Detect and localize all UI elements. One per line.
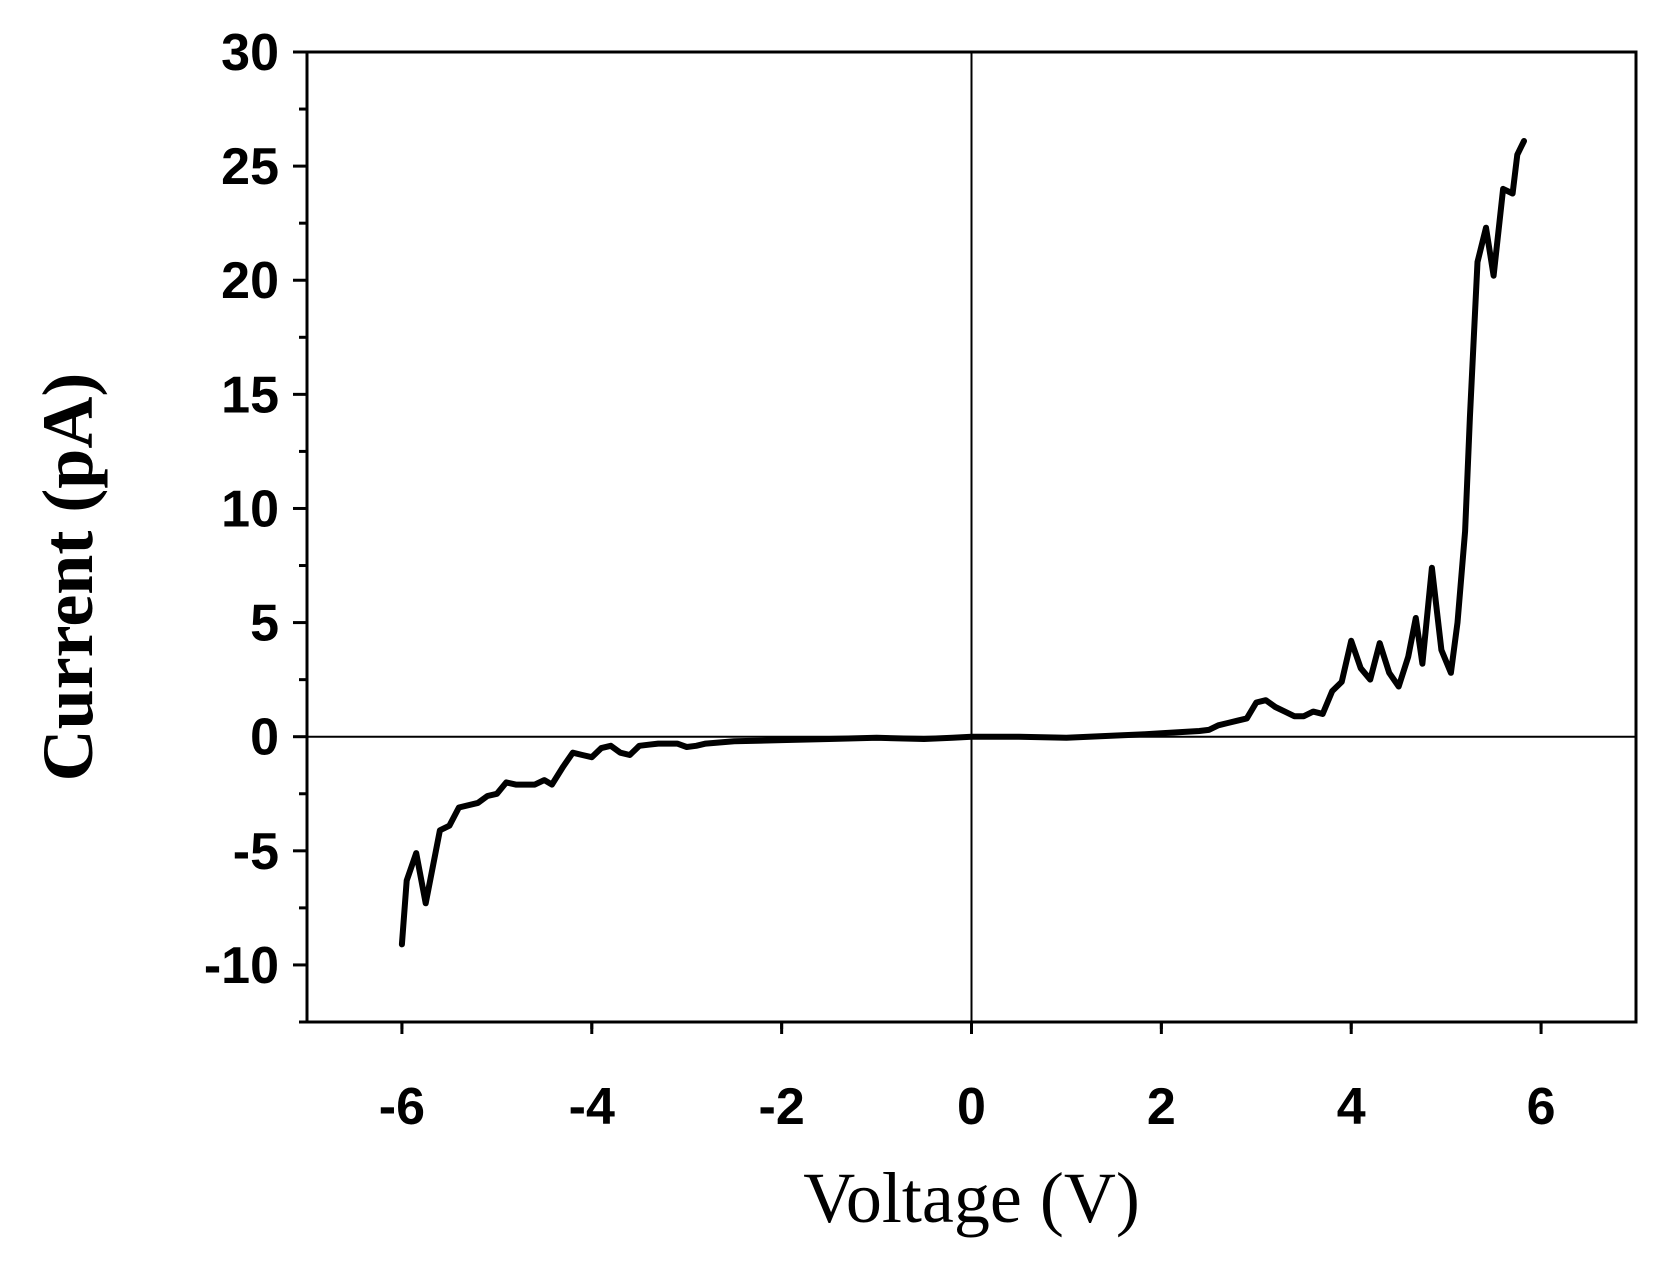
plot-area: -6 -4 -2 0 2 4 6 -10 -5 0 5 10 15 20 25 30 — [204, 24, 1638, 1136]
x-axis-title: Voltage (V) — [803, 1158, 1140, 1238]
series-line — [398, 138, 1527, 948]
x-tick-label: -6 — [379, 1078, 425, 1136]
y-tick-label: 30 — [221, 24, 279, 82]
y-tick-label: 0 — [250, 709, 279, 767]
y-tick-label: 20 — [221, 252, 279, 310]
y-tick-label: 15 — [221, 366, 279, 424]
x-tick-label: 4 — [1337, 1078, 1366, 1136]
x-tick-label: 0 — [957, 1078, 986, 1136]
y-tick-label: -5 — [233, 823, 279, 881]
y-axis-title: Current (pA) — [28, 373, 108, 782]
x-tick-label: -2 — [759, 1078, 805, 1136]
x-tick-label: 6 — [1527, 1078, 1556, 1136]
y-tick-label: 25 — [221, 138, 279, 196]
x-tick-label: -4 — [569, 1078, 615, 1136]
x-tick-label: 2 — [1147, 1078, 1176, 1136]
y-tick-label: 5 — [250, 595, 279, 653]
y-tick-label: 10 — [221, 480, 279, 538]
y-tick-label: -10 — [204, 937, 279, 995]
